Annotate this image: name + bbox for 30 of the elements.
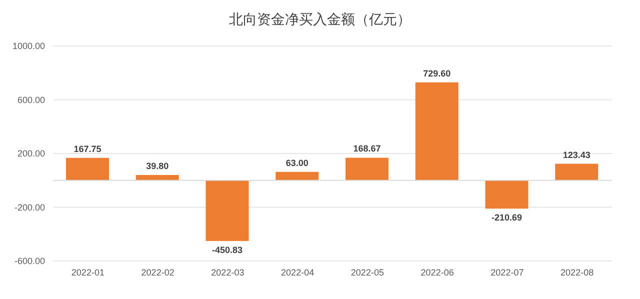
bar [276, 172, 319, 180]
data-label: 168.67 [353, 144, 381, 154]
data-label: -210.69 [491, 212, 522, 223]
data-label: 39.80 [146, 161, 169, 172]
data-label: 729.60 [423, 68, 451, 78]
bar [66, 158, 109, 180]
data-label: 63.00 [286, 158, 308, 168]
x-tick-label: 2022-02 [141, 267, 174, 278]
data-label: 123.43 [562, 150, 590, 160]
y-tick-label: 1000.00 [12, 41, 45, 52]
chart-title: 北向资金净买入金额（亿元） [228, 10, 412, 29]
x-tick-label: 2022-08 [560, 267, 594, 278]
bar [485, 180, 528, 209]
bar [415, 82, 458, 180]
x-tick-label: 2022-04 [281, 267, 314, 278]
x-tick-label: 2022-05 [350, 267, 384, 278]
x-tick-label: 2022-06 [420, 267, 454, 278]
y-tick-label: 200.00 [17, 148, 45, 159]
x-tick-label: 2022-01 [71, 267, 104, 278]
x-tick-label: 2022-07 [490, 267, 524, 278]
bar [206, 180, 249, 241]
data-label: -450.83 [212, 244, 243, 255]
bar [555, 164, 598, 180]
y-tick-label: -600.00 [14, 256, 45, 266]
bar [346, 158, 388, 180]
bar [136, 175, 179, 180]
y-tick-label: 600.00 [17, 94, 45, 105]
y-tick-label: -200.00 [14, 202, 45, 212]
x-tick-label: 2022-03 [211, 267, 244, 278]
data-label: 167.75 [74, 144, 102, 154]
